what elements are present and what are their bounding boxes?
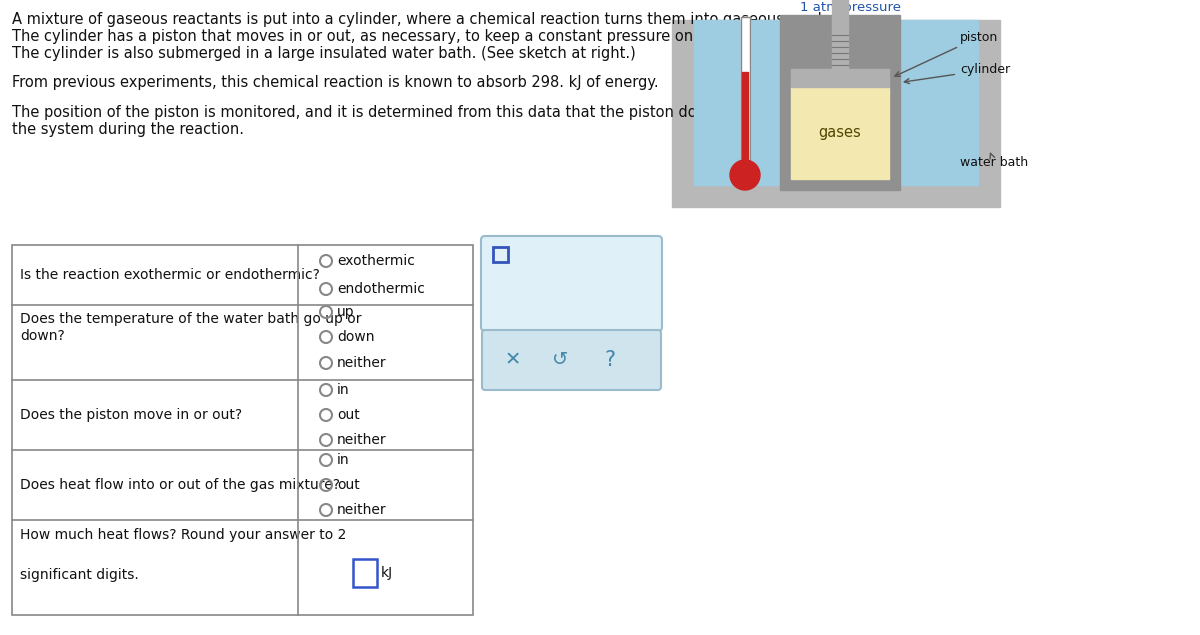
Text: endothermic: endothermic [337,282,425,296]
Text: significant digits.: significant digits. [20,568,139,582]
Text: up: up [337,305,355,319]
Text: Is the reaction exothermic or endothermic?: Is the reaction exothermic or endothermi… [20,268,320,282]
Text: 1 atm pressure: 1 atm pressure [799,1,900,14]
Text: down: down [337,330,374,344]
Bar [791,69,889,87]
Text: neither: neither [337,356,386,370]
Text: neither: neither [337,503,386,517]
Text: kJ: kJ [382,566,394,580]
Text: ✕: ✕ [505,351,521,370]
FancyBboxPatch shape [481,236,662,331]
Bar [791,87,889,179]
Circle shape [730,160,760,190]
Bar [742,72,748,175]
Text: Does the temperature of the water bath go up or: Does the temperature of the water bath g… [20,312,361,326]
Bar [12,245,473,615]
Text: The position of the piston is monitored, and it is determined from this data tha: The position of the piston is monitored,… [12,105,850,120]
Bar [780,15,900,190]
Text: down?: down? [20,329,65,343]
Bar [672,20,1000,207]
Text: ?: ? [605,350,616,370]
Text: A mixture of gaseous reactants is put into a cylinder, where a chemical reaction: A mixture of gaseous reactants is put in… [12,12,857,27]
Text: The cylinder is also submerged in a large insulated water bath. (See sketch at r: The cylinder is also submerged in a larg… [12,46,636,61]
Text: neither: neither [337,433,386,447]
Text: The cylinder has a piston that moves in or out, as necessary, to keep a constant: The cylinder has a piston that moves in … [12,29,854,44]
Text: exothermic: exothermic [337,254,415,268]
Text: the system during the reaction.: the system during the reaction. [12,122,244,137]
Text: Does the piston move in or out?: Does the piston move in or out? [20,408,242,422]
Text: x10: x10 [510,247,528,257]
Text: From previous experiments, this chemical reaction is known to absorb 298. kJ of : From previous experiments, this chemical… [12,75,659,90]
Text: gases: gases [818,126,862,140]
Bar [832,0,848,69]
Text: piston: piston [895,30,998,76]
Bar [740,17,750,175]
Text: cylinder: cylinder [905,64,1010,84]
Text: How much heat flows? Round your answer to 2: How much heat flows? Round your answer t… [20,528,347,542]
Bar [740,17,750,175]
Bar [493,247,508,262]
Text: out: out [337,478,360,492]
Bar [353,559,377,587]
Text: in: in [337,453,349,467]
Text: Does heat flow into or out of the gas mixture?: Does heat flow into or out of the gas mi… [20,478,340,492]
Text: in: in [337,383,349,397]
FancyBboxPatch shape [482,330,661,390]
Bar [694,20,978,185]
Text: out: out [337,408,360,422]
Text: water bath: water bath [960,153,1028,170]
Text: ↺: ↺ [552,351,568,370]
